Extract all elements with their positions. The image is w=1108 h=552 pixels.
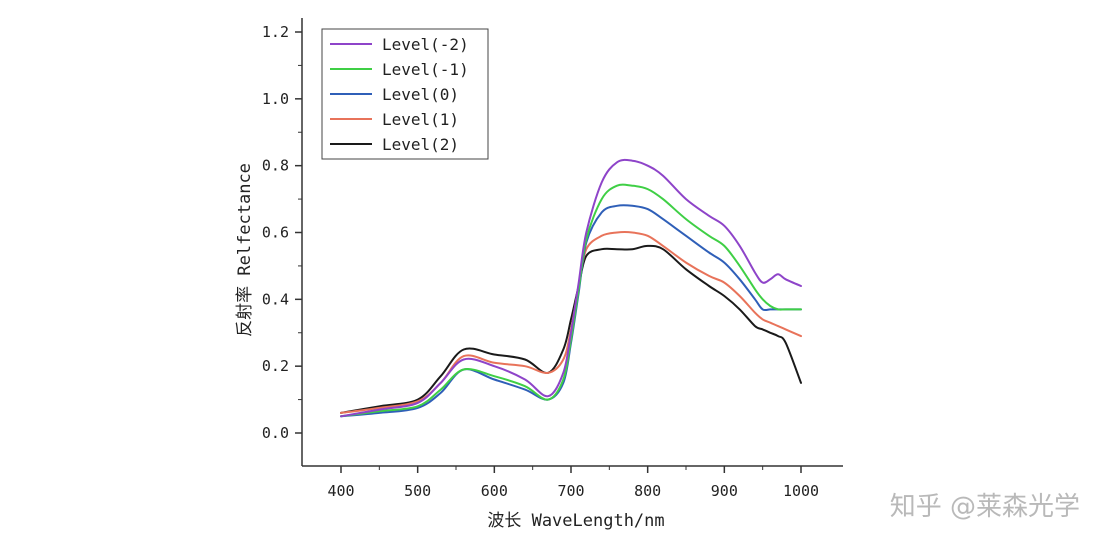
series-lines xyxy=(340,158,802,418)
legend-label: Level(0) xyxy=(382,85,459,104)
legend: Level(-2) Level(-1) Level(0) Level(1) Level(… xyxy=(321,28,489,160)
axes xyxy=(301,18,843,467)
series-line-level-2 xyxy=(340,158,802,418)
y-ticks: 0.0 0.2 0.4 0.6 0.8 1.0 1.2 xyxy=(262,23,302,442)
x-axis-label: 波长 WaveLength/nm xyxy=(487,511,664,531)
legend-label: Level(1) xyxy=(382,110,459,129)
x-tick-label: 600 xyxy=(481,482,508,500)
y-tick-label: 0.4 xyxy=(262,290,289,308)
legend-label: Level(2) xyxy=(382,135,459,154)
watermark-text: 知乎 @莱森光学 xyxy=(890,492,1080,522)
x-tick-label: 1000 xyxy=(783,482,819,500)
y-tick-label: 0.0 xyxy=(262,424,289,442)
x-tick-label: 400 xyxy=(327,482,354,500)
y-tick-label: 1.0 xyxy=(262,90,289,108)
legend-label: Level(-2) xyxy=(382,35,469,54)
x-tick-label: 900 xyxy=(711,482,738,500)
series-line-level0 xyxy=(340,204,802,418)
series-line-level1 xyxy=(340,231,802,414)
series-line-level-1 xyxy=(340,183,802,418)
x-tick-label: 700 xyxy=(557,482,584,500)
legend-label: Level(-1) xyxy=(382,60,469,79)
y-axis-label: 反射率 Relfectance xyxy=(235,163,255,337)
y-tick-label: 0.2 xyxy=(262,357,289,375)
series-line-level2 xyxy=(340,244,802,414)
y-tick-label: 0.6 xyxy=(262,224,289,242)
x-tick-label: 500 xyxy=(404,482,431,500)
x-ticks: 400 500 600 700 800 900 1000 xyxy=(327,466,819,500)
x-tick-label: 800 xyxy=(634,482,661,500)
y-tick-label: 1.2 xyxy=(262,23,289,41)
y-tick-label: 0.8 xyxy=(262,157,289,175)
